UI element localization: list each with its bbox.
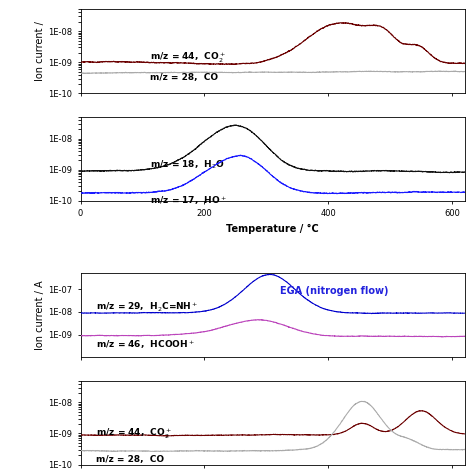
Text: m/z = 46,  HCOOH$^+$: m/z = 46, HCOOH$^+$ <box>96 338 195 351</box>
X-axis label: Temperature / °C: Temperature / °C <box>226 224 319 234</box>
Text: m/z = 29,  H$_2$C=NH$^+$: m/z = 29, H$_2$C=NH$^+$ <box>96 301 199 314</box>
Text: m/z = 17,  HO$^+$: m/z = 17, HO$^+$ <box>150 194 227 207</box>
Text: m/z = 18,  H$_2$O: m/z = 18, H$_2$O <box>150 159 225 171</box>
Text: EGA (nitrogen flow): EGA (nitrogen flow) <box>280 286 389 296</box>
Text: m/z = 28,  CO: m/z = 28, CO <box>150 73 218 82</box>
Y-axis label: Ion current / A: Ion current / A <box>36 281 46 350</box>
Text: m/z = 44,  CO$_2^+$: m/z = 44, CO$_2^+$ <box>96 426 172 440</box>
Text: m/z = 28,  CO: m/z = 28, CO <box>96 456 164 465</box>
Y-axis label: Ion current /: Ion current / <box>36 21 46 82</box>
Text: m/z = 44,  CO$_2^+$: m/z = 44, CO$_2^+$ <box>150 51 226 65</box>
